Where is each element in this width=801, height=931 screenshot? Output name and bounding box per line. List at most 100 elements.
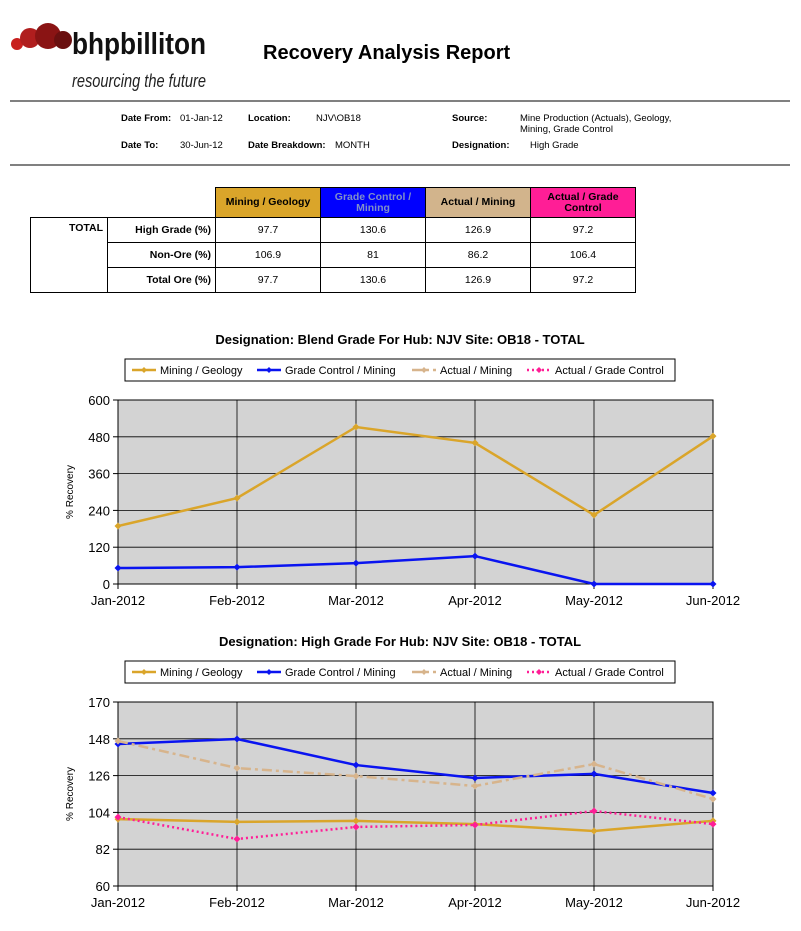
- legend-marker: [266, 367, 272, 373]
- x-tick-label: May-2012: [565, 593, 623, 608]
- y-tick-label: 600: [88, 393, 110, 408]
- logo-tagline: resourcing the future: [72, 71, 206, 91]
- series-line: [117, 425, 714, 528]
- row-label: High Grade (%): [107, 217, 216, 243]
- legend-box: [124, 358, 676, 382]
- legend-marker: [421, 367, 427, 373]
- chart-title: Designation: High Grade For Hub: NJV Sit…: [219, 634, 581, 649]
- legend-label: Actual / Mining: [440, 667, 512, 679]
- point-marker: [471, 552, 479, 560]
- point-marker: [709, 820, 717, 828]
- x-tick-label: Jun-2012: [686, 593, 740, 608]
- point-marker: [590, 807, 598, 815]
- point-marker: [471, 774, 479, 782]
- cell: 130.6: [320, 267, 426, 293]
- y-tick-label: 360: [88, 467, 110, 482]
- point-marker: [471, 782, 479, 790]
- series-line: [117, 809, 714, 841]
- column-header: Actual / Grade Control: [530, 187, 636, 218]
- point-marker: [352, 761, 360, 769]
- point-marker: [114, 522, 122, 530]
- point-marker: [709, 580, 717, 588]
- point-marker: [233, 835, 241, 843]
- y-tick-label: 0: [103, 577, 110, 592]
- legend-marker: [421, 669, 427, 675]
- point-marker: [352, 772, 360, 780]
- info-label: Date Breakdown:: [248, 140, 326, 151]
- logo-name: bhpbilliton: [72, 26, 206, 61]
- info-label: Date From:: [121, 113, 172, 124]
- legend-box: [124, 660, 676, 684]
- point-marker: [352, 823, 360, 831]
- series-line: [117, 737, 714, 795]
- point-marker: [114, 564, 122, 572]
- info-label: Date To:: [121, 140, 159, 151]
- point-marker: [709, 795, 717, 803]
- series-line: [117, 817, 714, 833]
- report-title: Recovery Analysis Report: [263, 42, 510, 64]
- info-value: Mine Production (Actuals), Geology, Mini…: [520, 113, 672, 135]
- x-tick-label: May-2012: [565, 895, 623, 910]
- point-marker: [590, 760, 598, 768]
- legend-label: Mining / Geology: [160, 667, 243, 679]
- x-tick-label: Apr-2012: [448, 593, 501, 608]
- chart-title: Designation: Blend Grade For Hub: NJV Si…: [215, 332, 584, 347]
- point-marker: [590, 580, 598, 588]
- info-label: Source:: [452, 113, 488, 124]
- legend-marker: [266, 669, 272, 675]
- point-marker: [709, 789, 717, 797]
- cell: 106.4: [530, 242, 636, 268]
- x-tick-label: Jan-2012: [91, 895, 145, 910]
- point-marker: [590, 511, 598, 519]
- series-line: [117, 554, 713, 586]
- x-tick-label: Feb-2012: [209, 593, 265, 608]
- logo-icon: [11, 23, 72, 50]
- table-row: TOTAL High Grade (%) 97.7 130.6 126.9 97.2: [30, 217, 636, 293]
- group-label: TOTAL: [30, 217, 108, 293]
- point-marker: [114, 813, 122, 821]
- legend-marker: [141, 367, 147, 373]
- y-axis-label: % Recovery: [65, 465, 76, 519]
- cell: 97.2: [530, 267, 636, 293]
- legend-marker: [536, 669, 542, 675]
- info-label: Designation:: [452, 140, 510, 151]
- legend-marker: [141, 669, 147, 675]
- point-marker: [233, 494, 241, 502]
- cell: 97.2: [530, 217, 636, 243]
- plot-border: [117, 399, 714, 585]
- row-label: Total Ore (%): [107, 267, 216, 293]
- x-tick-label: Jan-2012: [91, 593, 145, 608]
- legend-label: Grade Control / Mining: [285, 667, 396, 679]
- x-tick-label: Apr-2012: [448, 895, 501, 910]
- x-tick-label: Mar-2012: [328, 895, 384, 910]
- table-row: Total Ore (%) 97.7 130.6 126.9 97.2: [31, 267, 636, 293]
- point-marker: [709, 432, 717, 440]
- x-tick-label: Feb-2012: [209, 895, 265, 910]
- legend-label: Mining / Geology: [160, 365, 243, 377]
- plot-area: [118, 702, 713, 886]
- info-value: NJV\OB18: [316, 113, 361, 124]
- legend-marker: [536, 367, 542, 373]
- y-tick-label: 480: [88, 430, 110, 445]
- point-marker: [352, 423, 360, 431]
- cell: 81: [320, 242, 426, 268]
- column-header: Grade Control / Mining: [320, 187, 426, 218]
- cell: 97.7: [215, 217, 321, 243]
- point-marker: [590, 827, 598, 835]
- summary-table: Mining / Geology Grade Control / Mining Ac…: [30, 187, 636, 293]
- cell: 130.6: [320, 217, 426, 243]
- point-marker: [590, 770, 598, 778]
- point-marker: [233, 563, 241, 571]
- point-marker: [233, 764, 241, 772]
- legend-label: Actual / Mining: [440, 365, 512, 377]
- cell: 126.9: [425, 217, 531, 243]
- y-tick-label: 82: [96, 842, 110, 857]
- point-marker: [114, 737, 122, 745]
- info-value: High Grade: [530, 140, 579, 151]
- legend-label: Actual / Grade Control: [555, 667, 664, 679]
- point-marker: [471, 439, 479, 447]
- point-marker: [352, 817, 360, 825]
- y-tick-label: 170: [88, 695, 110, 710]
